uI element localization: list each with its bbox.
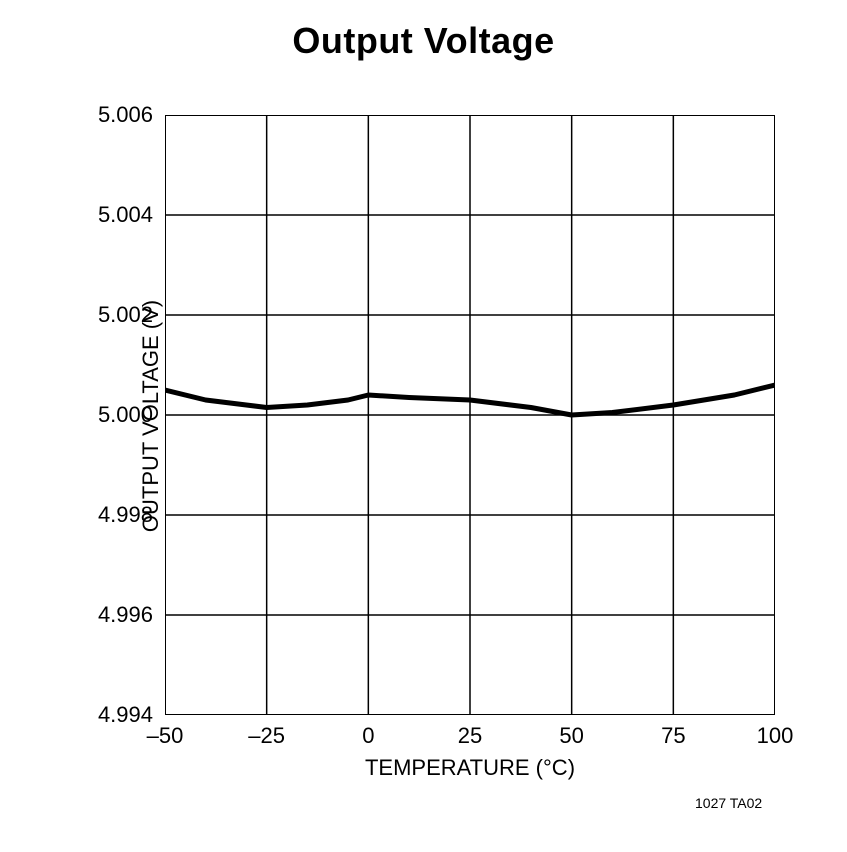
x-tick-label: 25 bbox=[458, 723, 482, 749]
y-tick-label: 5.006 bbox=[83, 102, 153, 128]
y-tick-label: 4.996 bbox=[83, 602, 153, 628]
x-tick-label: 100 bbox=[757, 723, 794, 749]
x-tick-label: –50 bbox=[147, 723, 184, 749]
plot-area bbox=[165, 115, 775, 715]
x-tick-label: –25 bbox=[248, 723, 285, 749]
y-tick-label: 5.004 bbox=[83, 202, 153, 228]
x-axis-label: TEMPERATURE (°C) bbox=[350, 755, 590, 781]
chart-page: Output Voltage OUTPUT VOLTAGE (V) TEMPER… bbox=[0, 0, 847, 852]
x-tick-label: 75 bbox=[661, 723, 685, 749]
y-tick-label: 5.002 bbox=[83, 302, 153, 328]
x-tick-label: 50 bbox=[559, 723, 583, 749]
figure-reference: 1027 TA02 bbox=[695, 795, 762, 811]
y-tick-label: 5.000 bbox=[83, 402, 153, 428]
x-tick-label: 0 bbox=[362, 723, 374, 749]
y-tick-label: 4.994 bbox=[83, 702, 153, 728]
chart-title: Output Voltage bbox=[0, 20, 847, 62]
chart-svg bbox=[165, 115, 775, 715]
y-tick-label: 4.998 bbox=[83, 502, 153, 528]
